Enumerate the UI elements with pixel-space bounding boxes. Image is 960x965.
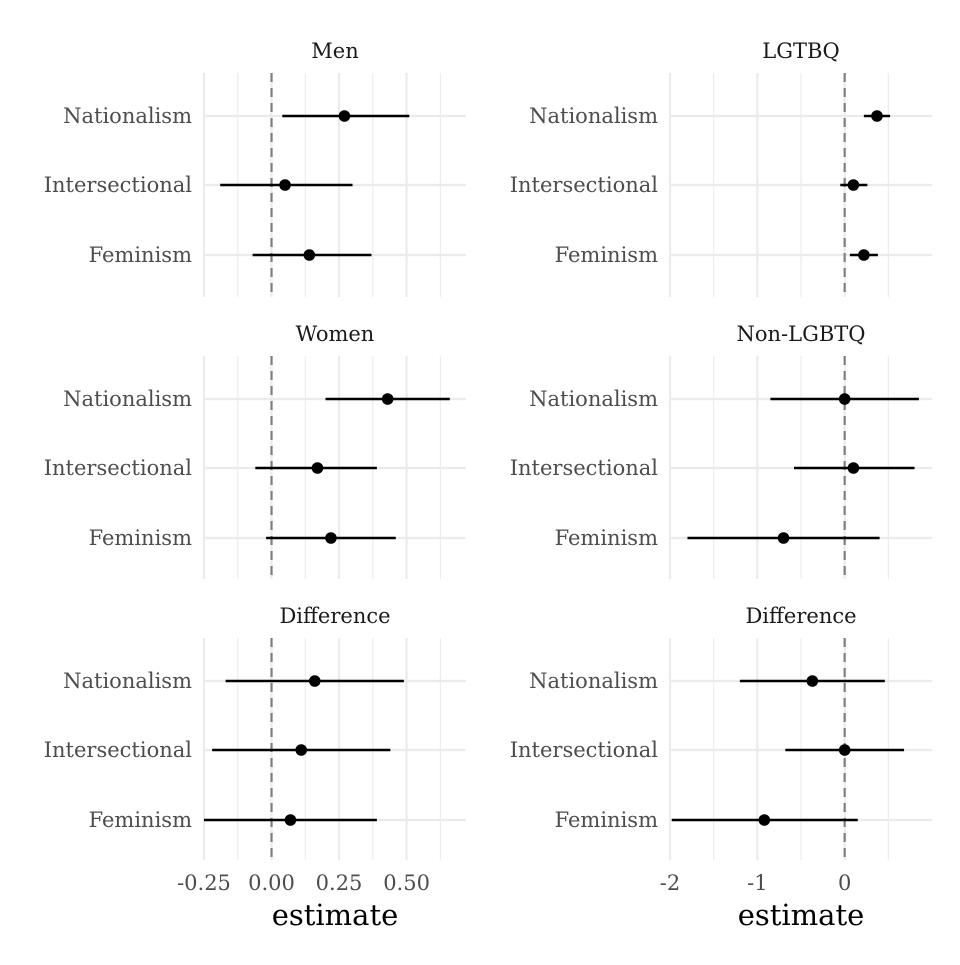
estimate-point-feminism [325,532,337,544]
estimate-point-intersectional [311,462,324,474]
facet-panel-1: Men Nationalism Intersectional Feminism [44,39,466,297]
facet-title: LGTBQ [762,39,839,63]
category-label: Feminism [555,243,658,267]
estimate-point-feminism [858,249,870,261]
facet-panel-2: LGTBQ Nationalism Intersectional Feminism [510,39,932,297]
x-tick-label: -1 [747,871,767,895]
estimate-point-feminism [303,249,316,261]
facet-title: Difference [279,604,390,628]
facet-title: Non-LGBTQ [736,322,865,346]
facet-title: Men [311,39,358,63]
category-label: Feminism [89,243,192,267]
category-label: Feminism [89,808,192,832]
estimate-point-feminism [758,814,771,826]
category-label: Nationalism [63,104,192,128]
facet-panel-4: Non-LGBTQ Nationalism Intersectional Femini… [510,322,932,579]
category-label: Nationalism [529,104,658,128]
category-label: Nationalism [63,669,192,693]
category-label: Nationalism [529,387,658,411]
category-label: Intersectional [510,738,659,762]
category-label: Feminism [555,526,658,550]
x-axis-title: estimate [272,898,399,932]
facet-title: Women [296,322,375,346]
category-label: Intersectional [44,456,193,480]
estimate-point-nationalism [806,675,819,687]
x-tick-label: -2 [660,871,680,895]
category-label: Intersectional [44,738,193,762]
estimate-point-intersectional [295,744,308,756]
estimate-point-intersectional [838,744,851,756]
x-tick-label: -0.25 [177,871,231,895]
category-label: Intersectional [510,173,659,197]
estimate-point-feminism [284,814,297,826]
category-label: Nationalism [63,387,192,411]
x-tick-label: 0 [838,871,851,895]
estimate-point-nationalism [871,110,883,122]
x-tick-label: 0.25 [316,871,363,895]
estimate-point-nationalism [338,110,351,122]
facet-panel-6: Difference Nationalism Intersectional Femin… [510,604,932,932]
estimate-point-nationalism [838,393,851,405]
facet-panel-3: Women Nationalism Intersectional Feminism [44,322,466,579]
facet-title: Difference [745,604,856,628]
estimate-point-feminism [777,532,790,544]
estimate-point-nationalism [381,393,394,405]
category-label: Nationalism [529,669,658,693]
category-label: Feminism [555,808,658,832]
category-label: Intersectional [44,173,193,197]
estimate-point-intersectional [847,462,860,474]
x-tick-label: 0.50 [383,871,430,895]
x-axis-title: estimate [738,898,865,932]
facet-panel-5: Difference Nationalism Intersectional Femin… [44,604,466,932]
estimate-point-intersectional [847,179,860,191]
category-label: Intersectional [510,456,659,480]
estimate-point-nationalism [308,675,321,687]
estimate-point-intersectional [279,179,291,191]
x-tick-label: 0.00 [248,871,295,895]
category-label: Feminism [89,526,192,550]
